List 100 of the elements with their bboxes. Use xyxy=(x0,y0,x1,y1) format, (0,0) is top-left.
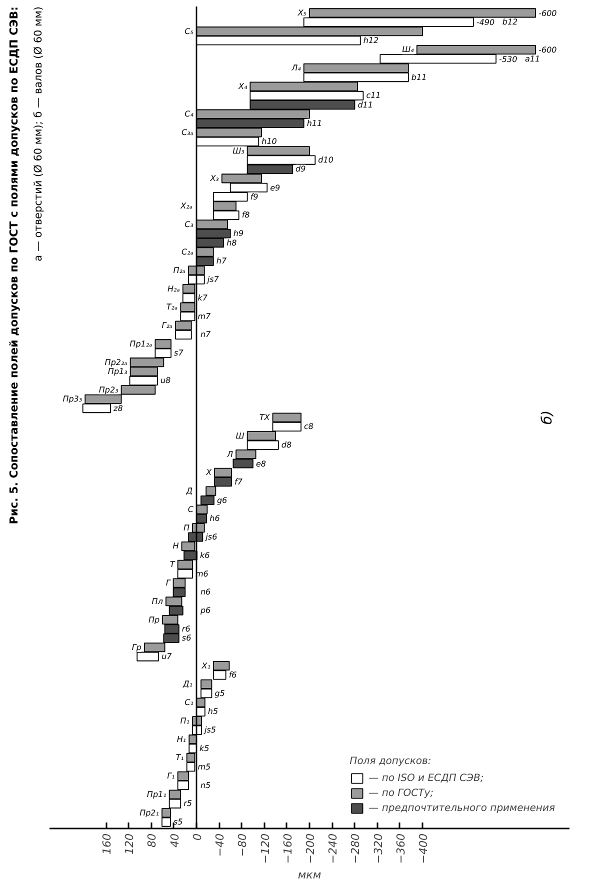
y-tick-label: h5 xyxy=(208,707,218,716)
y-tick-label: z8 xyxy=(112,404,123,413)
y-tick-label: f7 xyxy=(234,477,244,486)
y-tick-label: c11 xyxy=(366,91,381,100)
x-tick-label: −320 xyxy=(372,833,385,864)
y-tick-label: Пр1₃ xyxy=(108,367,128,376)
y-tick-label: Ш₄ xyxy=(402,45,415,54)
y-tick-label: h10 xyxy=(262,137,277,146)
y-tick-label: h9 xyxy=(233,229,244,238)
x-tick-label: −80 xyxy=(236,833,250,857)
annotation: -530 xyxy=(499,54,518,64)
y-tick-label: f6 xyxy=(228,670,237,680)
y-tick-label: e9 xyxy=(270,184,280,193)
y-tick-label: js6 xyxy=(204,532,218,542)
y-tick-label: Пр2₃ xyxy=(98,385,118,394)
y-tick-label: d8 xyxy=(281,440,292,450)
y-tick-label: П xyxy=(183,523,190,532)
x-tick-label: 80 xyxy=(146,833,159,848)
x-tick-label: −200 xyxy=(304,833,317,864)
annotation: -600 xyxy=(538,8,557,18)
y-tick-label: g6 xyxy=(216,496,228,505)
y-tick-label: d9 xyxy=(296,164,306,174)
y-tick-label: n5 xyxy=(200,780,211,790)
y-tick-label: С₁ xyxy=(184,698,194,708)
legend-label: — по ISO и ЕСДП СЭВ; xyxy=(368,772,484,784)
y-tick-label: ТХ xyxy=(259,413,270,422)
x-tick-label: −400 xyxy=(417,833,430,864)
y-tick-label: h8 xyxy=(226,238,237,248)
y-tick-label: s5 xyxy=(173,818,183,827)
y-tick-label: Г xyxy=(166,578,171,588)
y-tick-label: С₃ₐ xyxy=(182,128,194,137)
x-tick-label: −360 xyxy=(394,833,408,864)
y-tick-label: b11 xyxy=(411,72,427,82)
y-tick-label: Пр1₂ₐ xyxy=(130,339,152,348)
y-tick-label: h11 xyxy=(306,118,322,128)
y-tick-label: Т₂ₐ xyxy=(166,302,178,312)
legend-label: — предпочтительного применения xyxy=(368,802,555,814)
y-tick-label: s7 xyxy=(174,348,184,358)
y-tick-label: f9 xyxy=(250,192,258,202)
y-tick-label: Х₅ xyxy=(296,8,306,18)
y-tick-label: Н xyxy=(172,542,179,551)
y-tick-label: С₃ xyxy=(184,220,194,229)
y-tick-label: Н₂ₐ xyxy=(168,284,180,294)
y-tick-label: b12 xyxy=(502,18,518,27)
y-tick-label: h7 xyxy=(216,256,228,266)
y-tick-label: s6 xyxy=(182,634,192,643)
y-tick-label: m5 xyxy=(198,762,211,772)
y-tick-label: e8 xyxy=(256,459,266,468)
y-tick-label: Х₃ xyxy=(209,174,219,183)
y-tick-label: g5 xyxy=(214,688,225,698)
y-tick-label: p6 xyxy=(199,606,211,616)
y-tick-label: Пр1₁ xyxy=(146,790,166,799)
y-tick-label: c8 xyxy=(304,422,314,432)
x-tick-label: −280 xyxy=(349,833,362,864)
text: а — отверстий (Ø 60 мм); б — валов (Ø 60 мм) xyxy=(32,6,44,262)
y-tick-label: П₂ₐ xyxy=(173,266,186,275)
annotation: -600 xyxy=(538,46,557,55)
y-tick-label: k6 xyxy=(200,550,210,560)
y-tick-label: С xyxy=(188,504,194,514)
y-tick-label: Г₁ xyxy=(167,772,175,781)
y-tick-label: h12 xyxy=(363,36,379,46)
y-tick-label: Х₁ xyxy=(200,661,210,670)
y-tick-label: js5 xyxy=(204,726,216,735)
y-tick-label: Пр2₂ₐ xyxy=(104,358,128,367)
y-tick-label: f8 xyxy=(242,210,250,220)
y-tick-label: h6 xyxy=(210,514,220,524)
y-tick-label: Г₂ₐ xyxy=(162,321,173,330)
legend-title: Поля допусков: xyxy=(350,756,432,767)
x-tick-label: 160 xyxy=(100,833,114,854)
y-tick-label: Л xyxy=(226,450,234,459)
y-tick-label: Л₄ xyxy=(290,64,302,73)
x-tick-label: −160 xyxy=(281,833,294,864)
y-tick-label: d10 xyxy=(318,156,334,165)
y-tick-label: m7 xyxy=(198,312,212,321)
y-tick-label: Д₁ xyxy=(182,680,192,689)
x-tick-label: 0 xyxy=(190,834,204,840)
annotation: б) xyxy=(540,410,556,425)
y-tick-label: Ш xyxy=(236,431,245,440)
y-tick-label: js7 xyxy=(206,275,220,284)
y-tick-label: Т xyxy=(170,560,176,570)
y-tick-label: n7 xyxy=(200,330,212,340)
y-tick-label: r6 xyxy=(182,624,190,634)
legend-label: — по ГОСТу; xyxy=(368,787,434,799)
x-axis-title: мкм xyxy=(298,868,322,882)
y-tick-label: Д xyxy=(185,486,192,496)
y-tick-label: Гр xyxy=(132,642,142,652)
y-tick-label: n6 xyxy=(200,588,211,597)
y-tick-label: k7 xyxy=(198,293,208,302)
text: Рис. 5. Сопоставление полей допусков по ГОСТ с полями допусков по ЕСДП СЭВ: xyxy=(8,6,20,524)
y-tick-label: Ш₃ xyxy=(232,146,244,156)
y-tick-label: Х₄ xyxy=(237,82,248,91)
y-tick-label: d11 xyxy=(358,100,373,110)
y-tick-label: k5 xyxy=(199,744,210,754)
y-tick-label: Пр3₃ xyxy=(62,394,82,404)
x-tick-label: −120 xyxy=(258,833,272,864)
y-tick-label: Пр2₁ xyxy=(140,808,159,818)
y-tick-label: u8 xyxy=(160,376,171,386)
y-tick-label: Пл xyxy=(152,596,163,606)
x-tick-label: −40 xyxy=(214,833,227,857)
x-tick-label: −240 xyxy=(326,833,340,864)
